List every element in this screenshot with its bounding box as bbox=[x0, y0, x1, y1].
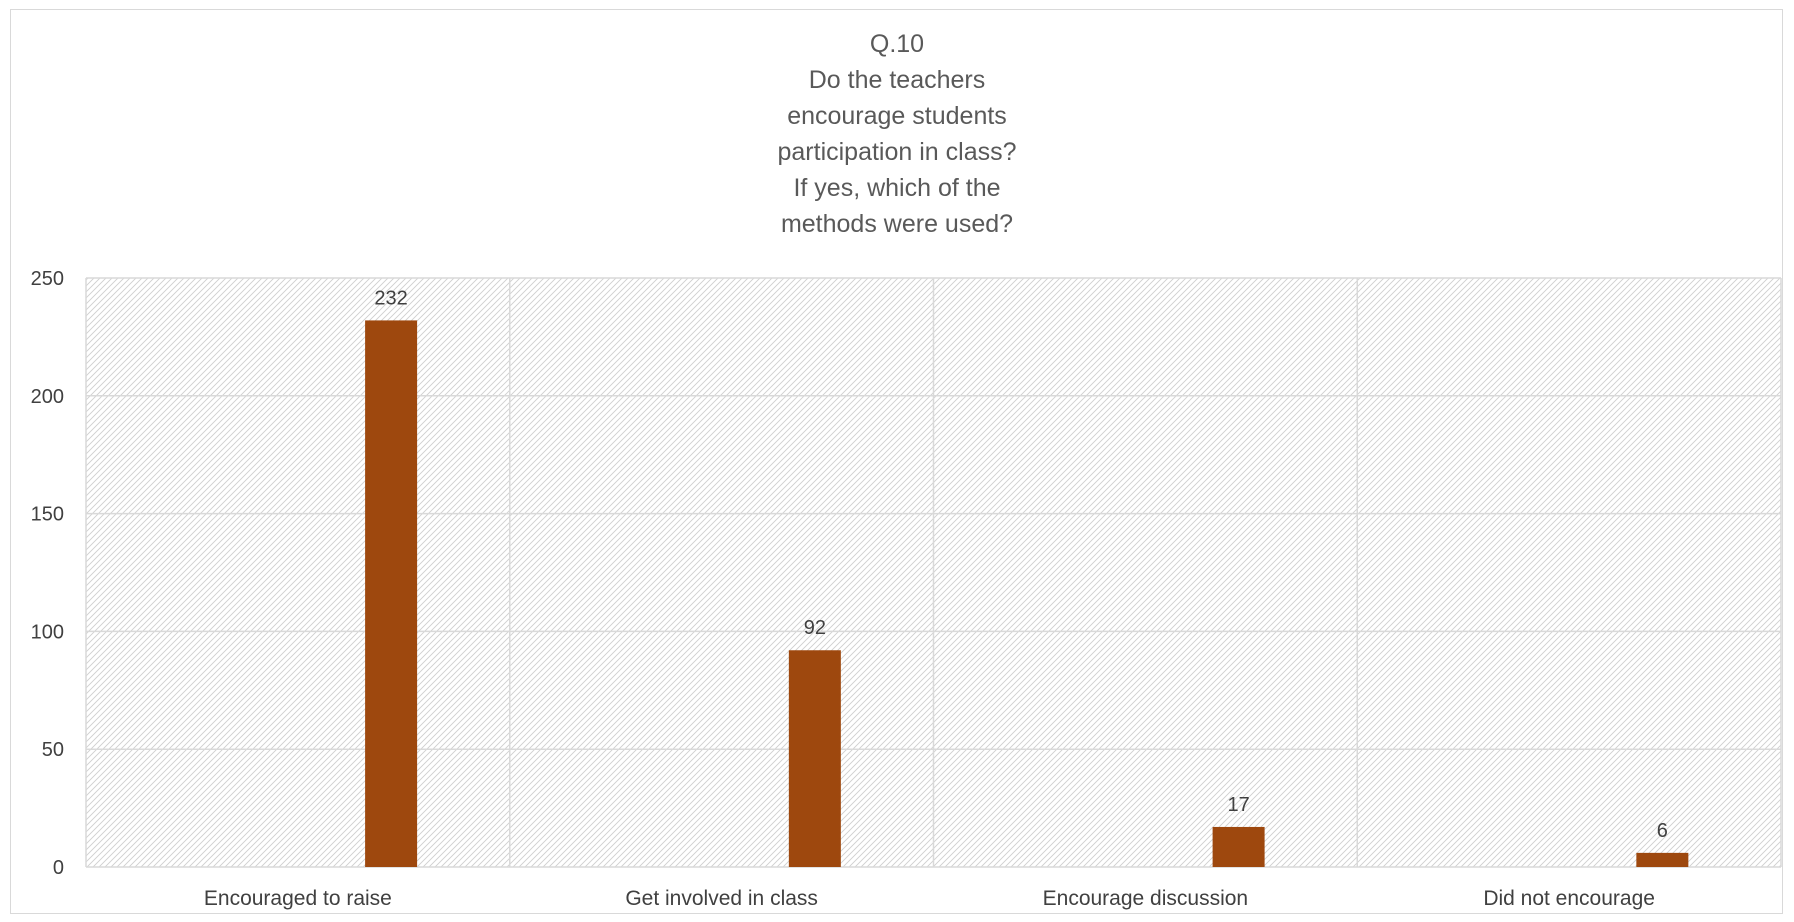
y-tick-label: 0 bbox=[53, 857, 64, 879]
data-label: 92 bbox=[804, 617, 826, 639]
chart-title-line: Q.10 bbox=[869, 30, 925, 58]
bar bbox=[1212, 826, 1265, 867]
chart-title-line: If yes, which of the bbox=[793, 174, 1001, 202]
y-tick-label: 150 bbox=[31, 504, 64, 526]
chart-title-line: methods were used? bbox=[780, 210, 1014, 238]
bars bbox=[365, 320, 1689, 868]
y-tick-label: 200 bbox=[31, 386, 64, 408]
data-label: 232 bbox=[374, 287, 407, 309]
x-category-label: Get involved in class bbox=[625, 887, 818, 910]
bar bbox=[365, 320, 418, 868]
chart-title-line: encourage students bbox=[787, 102, 1007, 130]
y-tick-label: 250 bbox=[31, 268, 64, 290]
data-label: 17 bbox=[1227, 794, 1249, 816]
labels: 0 50 100 150 200 250 232 Encouraged to raise 92 G… bbox=[31, 268, 1668, 910]
x-category-label: Encouraged to raise bbox=[204, 887, 392, 910]
chart-title-line: participation in class? bbox=[777, 138, 1017, 166]
chart-title: Q.10 Do the teachers encourage students … bbox=[0, 26, 1794, 242]
data-label: 6 bbox=[1657, 820, 1668, 842]
bar bbox=[1636, 852, 1689, 867]
x-category-label: Encourage discussion bbox=[1043, 887, 1248, 910]
bar bbox=[788, 650, 841, 867]
x-category-label: Did not encourage bbox=[1483, 887, 1655, 910]
y-tick-label: 50 bbox=[42, 739, 64, 761]
y-tick-label: 100 bbox=[31, 621, 64, 643]
chart-title-line: Do the teachers bbox=[808, 66, 986, 94]
